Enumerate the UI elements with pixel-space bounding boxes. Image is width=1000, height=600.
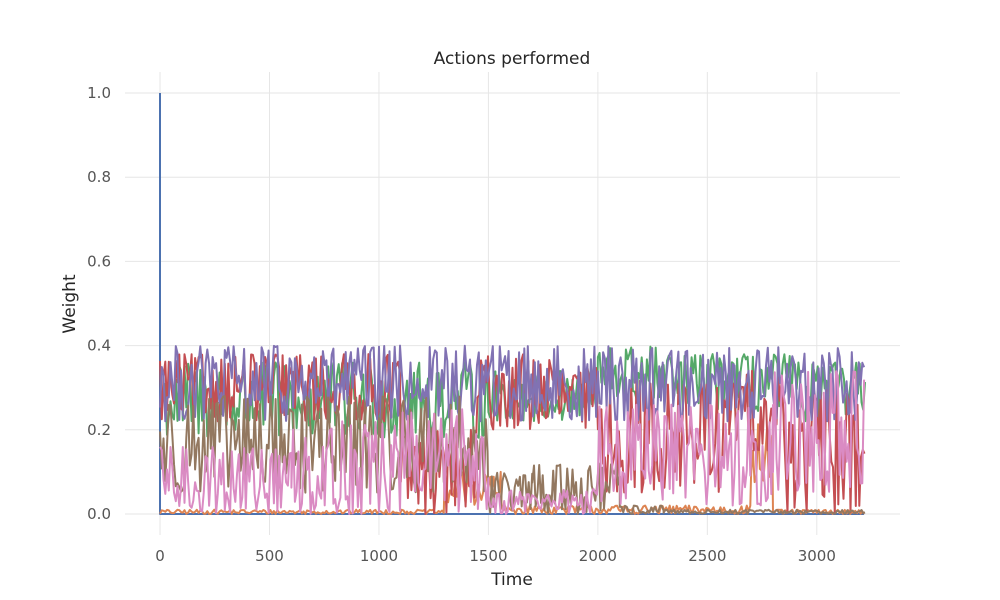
x-tick-label: 0 <box>155 547 165 565</box>
series-line <box>159 370 866 515</box>
chart-title: Actions performed <box>434 49 591 69</box>
series-line <box>159 344 866 423</box>
x-tick-label: 500 <box>255 547 284 565</box>
x-tick-label: 3000 <box>798 547 836 565</box>
x-tick-label: 2000 <box>579 547 617 565</box>
x-axis-label: Time <box>490 570 533 590</box>
x-tick-label: 1000 <box>360 547 398 565</box>
y-tick-label: 0.2 <box>87 421 111 439</box>
y-axis-label: Weight <box>60 274 80 334</box>
grid <box>125 72 900 535</box>
y-tick-label: 0.0 <box>87 505 111 523</box>
y-tick-label: 0.8 <box>87 168 111 186</box>
x-tick-label: 1500 <box>469 547 507 565</box>
y-tick-label: 0.6 <box>87 252 111 270</box>
y-tick-label: 1.0 <box>87 84 111 102</box>
x-tick-label: 2500 <box>688 547 726 565</box>
y-tick-label: 0.4 <box>87 337 111 355</box>
series-lines <box>159 93 866 515</box>
tick-labels: 0 500 1000 1500 2000 2500 3000 0.0 0.2 0.4 0.6 0.8 1… <box>87 84 836 565</box>
